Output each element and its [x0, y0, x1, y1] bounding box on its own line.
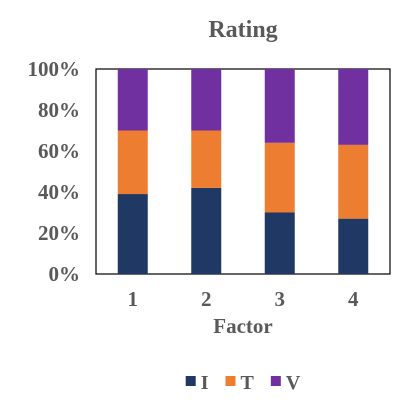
plot-area: 0% 20% 40% 60% 80% 100% 1 2 3 4: [28, 57, 391, 311]
bar-segment-v-1: [117, 69, 148, 131]
legend-label-t: T: [241, 372, 255, 394]
y-tick-label: 40%: [38, 180, 80, 204]
bar-segment-t-3: [264, 142, 295, 213]
x-tick-label: 4: [348, 287, 359, 311]
y-tick-label: 80%: [38, 98, 80, 122]
legend-swatch-t: [225, 376, 236, 386]
legend-label-v: V: [286, 372, 301, 394]
bar-segment-i-4: [338, 218, 369, 274]
x-tick-label: 2: [201, 287, 212, 311]
bar-segment-v-2: [191, 69, 222, 131]
x-tick-label: 3: [275, 287, 286, 311]
chart-title: Rating: [208, 17, 277, 43]
x-axis-title: Factor: [213, 314, 272, 338]
bar-segment-i-1: [117, 194, 148, 274]
y-tick-label: 20%: [38, 221, 80, 245]
bar-segment-t-1: [117, 130, 148, 195]
legend-label-i: I: [201, 372, 209, 394]
x-tick-label: 1: [128, 287, 139, 311]
y-tick-label: 0%: [49, 262, 81, 286]
bar-segment-t-2: [191, 130, 222, 188]
bar-segment-i-2: [191, 187, 222, 274]
bar-segment-v-4: [338, 69, 369, 145]
y-tick-label: 60%: [38, 139, 80, 163]
y-tick-label: 100%: [28, 57, 81, 81]
bar-segment-t-4: [338, 144, 369, 219]
bar-segment-v-3: [264, 69, 295, 143]
legend-swatch-i: [185, 376, 196, 386]
legend-swatch-v: [270, 376, 281, 386]
plot-border: [95, 68, 391, 275]
bar-segment-i-3: [264, 212, 295, 274]
